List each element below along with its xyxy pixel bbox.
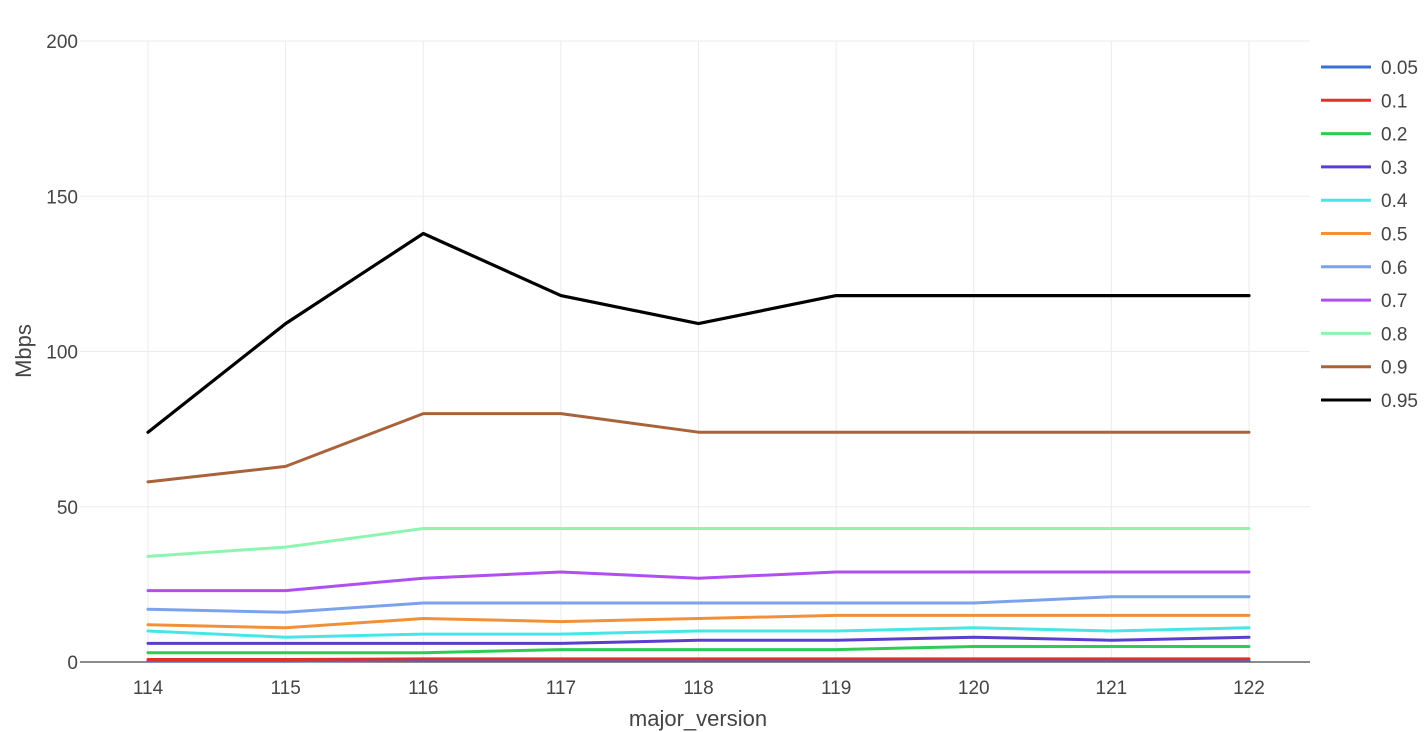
legend: 0.05 0.1 0.2 0.3 0.4 0.5 0.6 0.7 0.8 0.9 0.95 — [1321, 58, 1418, 412]
y-tick-label: 50 — [57, 498, 78, 519]
legend-label: 0.4 — [1381, 191, 1408, 212]
axes: 0 50 100 150 200 114 115 116 117 118 119 120 121 122 — [46, 32, 1310, 699]
series-line-0-7 — [146, 570, 1251, 593]
legend-label: 0.8 — [1381, 324, 1407, 345]
legend-label: 0.3 — [1381, 158, 1407, 179]
x-tick-label: 120 — [958, 678, 990, 699]
series-line-0-1 — [146, 657, 1251, 661]
series-line-0-5 — [146, 613, 1251, 630]
legend-label: 0.9 — [1381, 358, 1407, 379]
x-tick-label: 114 — [133, 678, 164, 699]
legend-label: 0.2 — [1381, 125, 1407, 146]
x-tick-label: 119 — [821, 678, 851, 699]
y-tick-label: 200 — [46, 32, 78, 53]
grid-lines — [80, 40, 1310, 662]
series-line-0-9 — [146, 412, 1251, 484]
legend-label: 0.1 — [1381, 91, 1407, 112]
series-lines — [146, 231, 1251, 663]
y-tick-label: 0 — [67, 653, 78, 674]
x-tick-label: 115 — [270, 678, 300, 699]
legend-label: 0.5 — [1381, 225, 1407, 246]
legend-label: 0.6 — [1381, 258, 1407, 279]
series-line-0-4 — [146, 626, 1251, 639]
legend-label: 0.95 — [1381, 391, 1418, 412]
series-line-0-3 — [146, 635, 1251, 645]
series-line-0-6 — [146, 595, 1251, 614]
legend-label: 0.7 — [1381, 291, 1407, 312]
x-tick-label: 116 — [408, 678, 438, 699]
x-axis-title: major_version — [629, 706, 767, 731]
legend-label: 0.05 — [1381, 58, 1418, 79]
y-axis-title: Mbps — [11, 324, 36, 378]
y-tick-label: 150 — [46, 187, 78, 208]
series-line-0-8 — [146, 527, 1251, 558]
x-tick-label: 117 — [546, 678, 576, 699]
x-tick-label: 121 — [1096, 678, 1128, 699]
x-tick-label: 118 — [683, 678, 713, 699]
y-tick-label: 100 — [46, 343, 78, 364]
series-line-0-2 — [146, 645, 1251, 655]
x-tick-label: 122 — [1233, 678, 1265, 699]
series-line-0-95 — [146, 231, 1251, 434]
